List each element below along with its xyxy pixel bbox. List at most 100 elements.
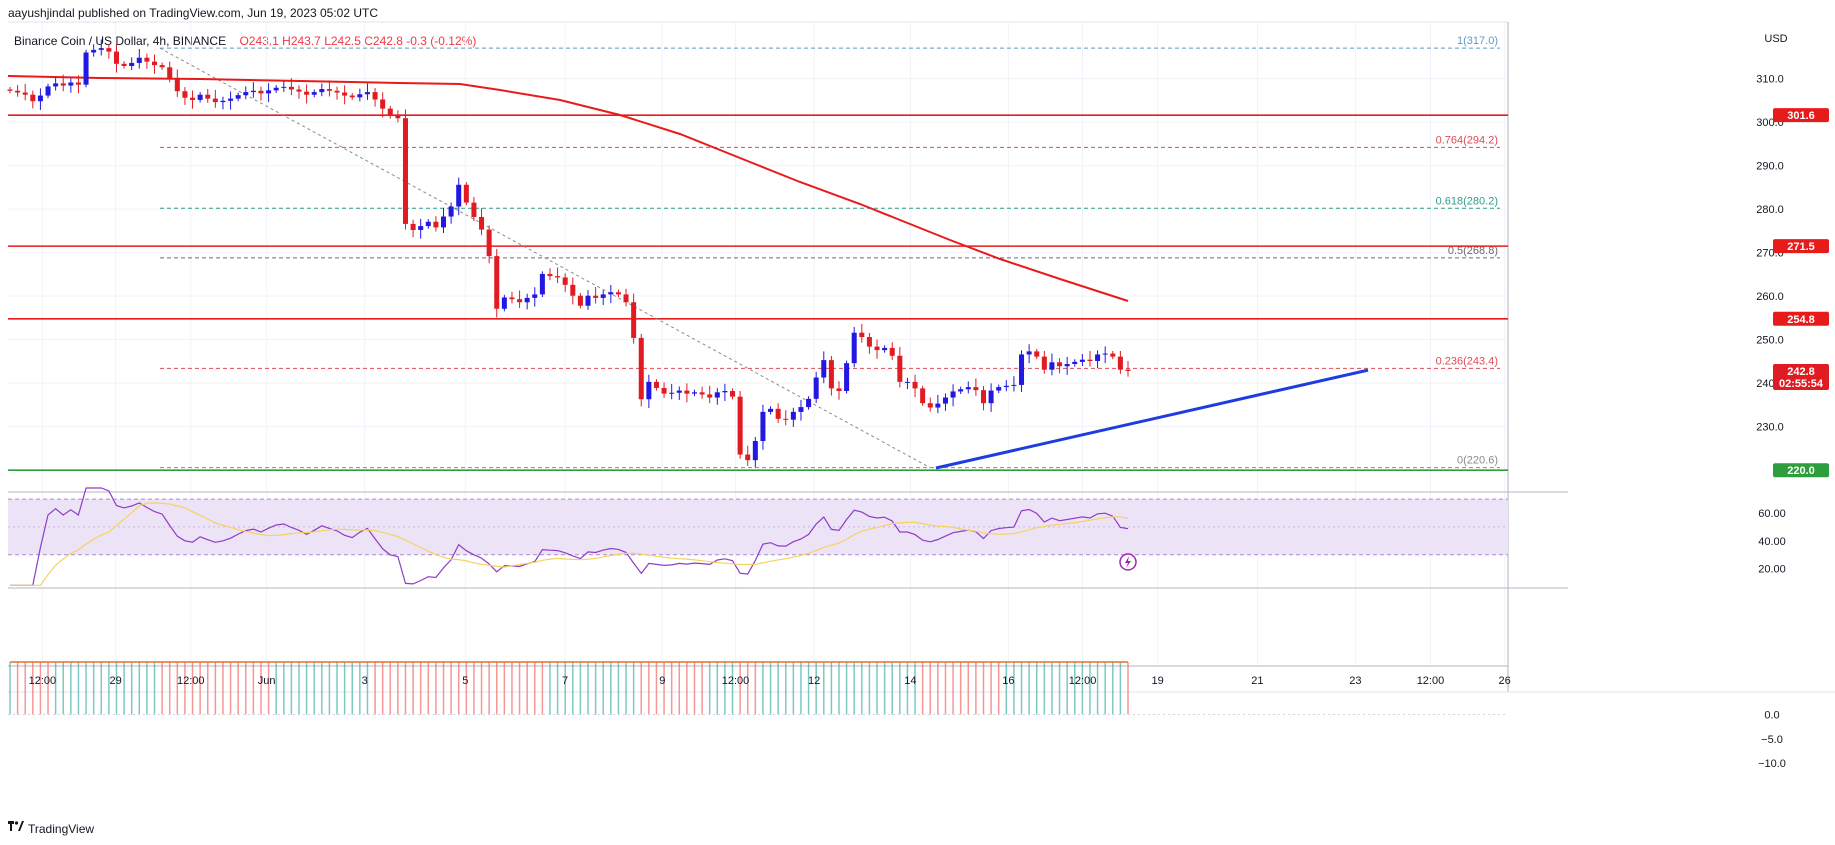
macd-pane: 0.0 −5.0 −10.0 <box>8 661 1786 770</box>
publisher-caption: aayushjindal published on TradingView.co… <box>8 6 379 20</box>
candle-body <box>91 49 97 53</box>
time-tick-label: 19 <box>1151 675 1163 687</box>
price-tag-301-text: 301.6 <box>1787 110 1815 122</box>
candle-body <box>37 95 43 102</box>
candle-body <box>821 360 827 378</box>
time-tick-label: 12:00 <box>722 675 750 687</box>
chart-frame <box>8 21 1835 693</box>
candle-body <box>965 387 971 390</box>
candle-body <box>760 411 766 442</box>
candle-body <box>342 92 348 96</box>
candle-body <box>1110 353 1116 357</box>
candle-body <box>212 98 218 103</box>
candle-body <box>859 332 865 338</box>
candle-body <box>235 95 241 99</box>
candle-body <box>593 295 599 298</box>
fib-level-label: 0.5(268.8) <box>1448 245 1498 257</box>
candle-body <box>980 390 987 404</box>
candle-body <box>479 216 485 230</box>
candle-body <box>889 347 895 356</box>
candle-body <box>950 391 956 398</box>
price-tags: 301.6 271.5 254.8 242.802:55:54 220.0 <box>1773 108 1829 478</box>
price-tag-301-bg <box>1773 108 1829 123</box>
rsi-line <box>10 487 1129 586</box>
candle-body <box>113 51 119 64</box>
candle-body <box>288 86 294 90</box>
ohlc-high: H243.7 <box>282 34 321 48</box>
candle-body <box>904 381 910 383</box>
candle-body <box>205 94 211 99</box>
fib-trendline[interactable] <box>159 47 931 469</box>
candle-body <box>182 91 188 98</box>
time-axis[interactable]: 12:00 29 12:00 Jun 3 5 7 9 12:00 12 14 16 12:00 19 21 2… <box>29 675 1511 687</box>
candle-body <box>15 90 21 93</box>
candle-body <box>273 87 279 91</box>
candle-body <box>151 61 158 66</box>
candle-body <box>1117 356 1123 370</box>
moving-average <box>7 75 1129 302</box>
time-tick-label: 5 <box>462 675 468 687</box>
candle-body <box>1026 351 1032 355</box>
candle-body <box>730 391 736 397</box>
horizontal-levels[interactable] <box>8 114 1508 471</box>
candle-body <box>159 65 165 68</box>
candle-body <box>623 294 629 303</box>
time-tick-label: 7 <box>562 675 568 687</box>
time-tick-label: 12 <box>808 675 820 687</box>
time-tick-label: 12:00 <box>29 675 57 687</box>
candle-body <box>441 216 447 228</box>
candle-body <box>942 397 948 404</box>
tradingview-logo[interactable]: TradingView <box>8 821 94 836</box>
macd-tick-label: −10.0 <box>1758 758 1786 770</box>
candle-body <box>570 284 576 296</box>
candle-body <box>874 346 880 351</box>
candle-body <box>631 302 637 338</box>
candle-body <box>402 118 408 224</box>
candle-body <box>1003 385 1009 388</box>
price-tag-last-bg <box>1773 363 1829 390</box>
time-tick-label: 21 <box>1251 675 1263 687</box>
price-tag-220-bg <box>1773 463 1829 478</box>
macd-tick-label: −5.0 <box>1761 734 1783 746</box>
moving-average-line <box>7 75 1129 302</box>
candle-body <box>691 392 697 394</box>
candle-body <box>349 95 355 98</box>
candle-body <box>190 97 196 100</box>
candle-body <box>524 297 530 303</box>
candle-body <box>714 392 720 398</box>
candle-body <box>395 116 401 119</box>
candle-body <box>707 394 713 398</box>
candle-body <box>334 90 340 93</box>
candle-body <box>669 392 675 394</box>
fibonacci-retracement[interactable]: 1(317.0) 0.764(294.2) 0.618(280.2) 0.5(268.… <box>160 35 1500 469</box>
support-trendline[interactable] <box>935 368 1369 470</box>
time-tick-label: 29 <box>110 675 122 687</box>
lightning-icon <box>1125 556 1131 568</box>
candle-body <box>167 67 173 79</box>
rsi-pane: 60.00 40.00 20.00 <box>8 487 1786 586</box>
fib-level-label: 0.764(294.2) <box>1436 134 1498 146</box>
candle-body <box>813 377 819 399</box>
price-tag-254-text: 254.8 <box>1787 314 1815 326</box>
time-tick-label: 16 <box>1002 675 1014 687</box>
footer-brand: TradingView <box>28 821 95 836</box>
candle-body <box>106 48 112 52</box>
candle-body <box>532 294 538 298</box>
time-tick-label: 12:00 <box>1417 675 1445 687</box>
rsi-tick-label: 60.00 <box>1758 508 1786 520</box>
candle-body <box>676 390 682 393</box>
candle-body <box>121 63 127 66</box>
time-tick-label: 9 <box>659 675 665 687</box>
price-tick-label: 230.0 <box>1756 422 1784 434</box>
candle-body <box>410 223 416 231</box>
price-tag-last-countdown: 02:55:54 <box>1779 378 1824 390</box>
candle-body <box>585 295 591 306</box>
candle-body <box>98 48 104 50</box>
candle-body <box>304 91 310 95</box>
candle-body <box>752 441 758 461</box>
candle-body <box>1079 359 1085 362</box>
candle-body <box>22 92 28 95</box>
macd-tick-label: 0.0 <box>1764 710 1779 722</box>
candle-body <box>258 90 264 94</box>
